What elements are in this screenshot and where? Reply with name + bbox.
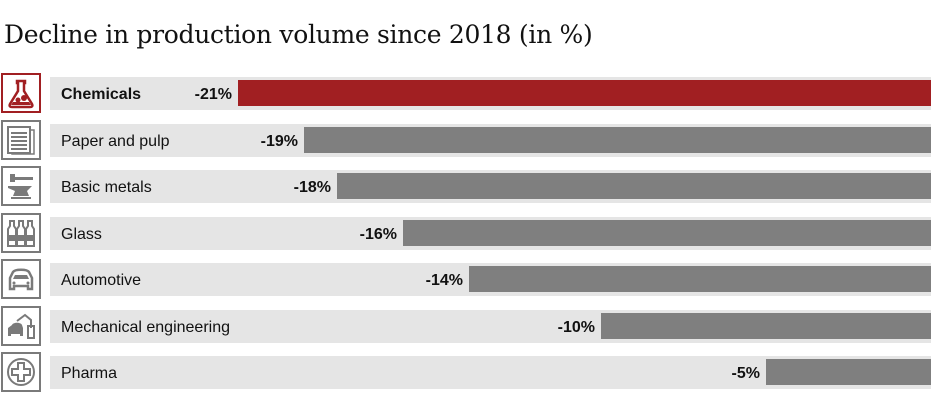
bottles-icon [1,212,41,253]
row-band: Mechanical engineering -10% [50,309,931,343]
bar-row-automotive: Automotive -14% [0,259,931,299]
category-label: Pharma [61,365,118,382]
bar-row-chemicals: Chemicals -21% [0,73,931,113]
value-label: -10% [557,318,595,336]
medical-cross-icon [1,352,41,392]
bar [469,266,931,292]
bar [403,219,931,246]
bar-row-pharma: Pharma -5% [0,352,931,392]
chart-title: Decline in production volume since 2018 … [4,20,593,49]
bar [601,312,931,339]
flask-icon [1,73,41,113]
bar-row-mechanical-engineering: Mechanical engineering -10% [0,305,931,346]
value-label: -18% [293,179,331,196]
bar-row-glass: Glass -16% [0,212,931,253]
anvil-hammer-icon [1,166,41,206]
value-label: -16% [359,225,397,243]
value-label: -19% [260,132,298,150]
category-label: Paper and pulp [61,132,170,150]
value-label: -21% [194,86,232,103]
category-label: Mechanical engineering [61,318,230,336]
row-band: Pharma -5% [50,356,931,389]
bar [337,173,931,199]
robot-arm-icon [1,305,41,346]
bar [766,359,931,385]
bar-row-basic-metals: Basic metals -18% [0,166,931,206]
value-label: -14% [425,272,463,289]
category-label: Automotive [61,272,142,289]
row-band: Basic metals -18% [50,170,931,203]
bar-row-paper-and-pulp: Paper and pulp -19% [0,119,931,160]
category-label: Glass [61,225,102,243]
bar [304,126,931,153]
row-band: Paper and pulp -19% [50,123,931,157]
row-band: Glass -16% [50,216,931,250]
car-icon [1,259,41,299]
value-label: -5% [731,365,760,382]
category-label: Chemicals [61,86,142,103]
category-label: Basic metals [61,179,152,196]
bar [238,80,931,106]
row-band: Automotive -14% [50,263,931,296]
row-band: Chemicals -21% [50,77,931,110]
paper-stack-icon [1,119,41,160]
